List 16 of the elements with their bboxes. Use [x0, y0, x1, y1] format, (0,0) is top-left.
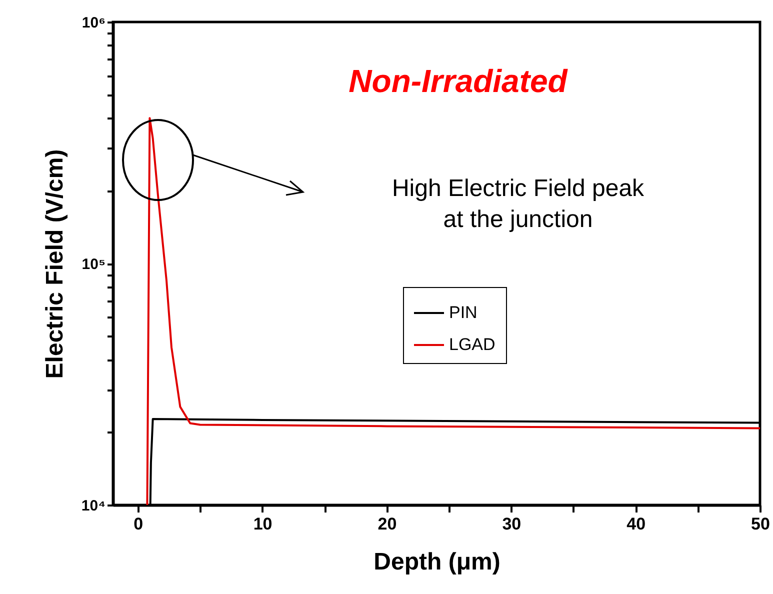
legend-label: PIN	[449, 303, 478, 322]
legend-label: LGAD	[449, 335, 496, 354]
y-axis-title: Electric Field (V/cm)	[41, 149, 68, 379]
x-tick-label: 50	[751, 514, 770, 534]
x-tick-label: 20	[378, 514, 397, 534]
x-tick-label: 10	[253, 514, 272, 534]
line-series	[146, 117, 760, 505]
y-tick-label: 10⁴	[81, 498, 106, 514]
annotation: Non-Irradiated	[348, 63, 569, 99]
annotation: High Electric Field peak at the junction	[392, 175, 646, 233]
y-tick-label: 10⁵	[82, 256, 106, 273]
x-tick-label: 30	[502, 514, 522, 534]
x-tick-label: 40	[626, 514, 646, 534]
y-tick-label: 10⁶	[82, 14, 106, 32]
x-axis-title: Depth (μm)	[374, 548, 500, 576]
x-tick-label: 0	[134, 514, 144, 534]
